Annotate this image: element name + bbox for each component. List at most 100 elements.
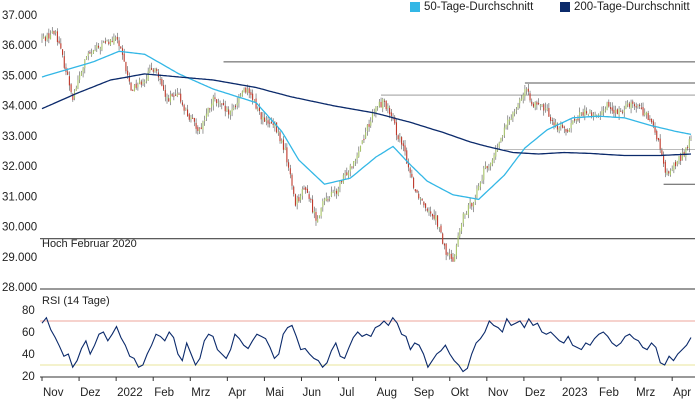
- candle-body: [438, 227, 440, 229]
- candle-body: [413, 177, 415, 188]
- candle-body: [591, 112, 593, 116]
- candle-body: [404, 145, 406, 152]
- candle-body: [507, 119, 509, 126]
- candle-body: [592, 114, 594, 118]
- legend-200: 200-Tage-Durchschnitt: [560, 1, 690, 13]
- candle-body: [44, 37, 46, 41]
- candle-body: [335, 190, 338, 194]
- candle-body: [272, 123, 274, 125]
- candle-body: [541, 104, 543, 106]
- candle-body: [144, 81, 146, 84]
- candle-body: [678, 156, 680, 162]
- candle-body: [248, 88, 250, 94]
- candle-body: [387, 106, 389, 109]
- candle-body: [365, 132, 367, 139]
- candle-body: [493, 155, 495, 161]
- candle-body: [353, 161, 355, 167]
- candle-body: [479, 182, 481, 188]
- candle-body: [313, 211, 315, 214]
- candle-body: [163, 85, 165, 90]
- x-tick-label: Okt: [451, 387, 470, 399]
- candle-body: [282, 139, 284, 150]
- candle-body: [416, 189, 418, 193]
- candle-body: [594, 115, 596, 117]
- candle-body: [166, 97, 168, 99]
- legend-50-label: 50-Tage-Durchschnitt: [424, 1, 534, 13]
- candle-body: [133, 84, 136, 92]
- candle-body: [567, 130, 569, 132]
- candle-body: [229, 110, 231, 115]
- candle-body: [154, 68, 156, 72]
- candle-body: [520, 98, 523, 101]
- candle-body: [382, 98, 384, 109]
- candle-body: [270, 121, 273, 124]
- candle-body: [303, 188, 305, 190]
- candle-body: [288, 162, 290, 168]
- candle-body: [125, 61, 127, 72]
- candle-body: [99, 48, 101, 50]
- candle-body: [517, 104, 519, 109]
- candle-body: [406, 150, 408, 164]
- candle-body: [585, 111, 588, 114]
- candle-body: [222, 103, 225, 106]
- candle-body: [281, 140, 283, 143]
- candle-body: [173, 95, 175, 97]
- candle-body: [623, 109, 625, 113]
- candle-body: [204, 119, 206, 122]
- candle-body: [279, 132, 281, 142]
- legend-50: 50-Tage-Durchschnitt: [410, 1, 533, 13]
- candle-body: [371, 112, 374, 120]
- candle-body: [346, 172, 348, 175]
- candle-body: [616, 109, 618, 115]
- candle-body: [688, 139, 690, 149]
- candle-body: [354, 160, 356, 162]
- candle-body: [618, 108, 620, 116]
- candle-body: [651, 118, 653, 123]
- candle-body: [241, 91, 243, 96]
- legend-50-swatch: [410, 2, 420, 12]
- candle-body: [46, 34, 48, 41]
- candle-body: [399, 137, 401, 139]
- candle-body: [640, 107, 642, 109]
- candle-body: [221, 103, 223, 105]
- x-tick-label: Jun: [302, 387, 321, 399]
- price-tick-label: 29.000: [2, 252, 37, 264]
- candle-body: [632, 101, 634, 104]
- price-tick-label: 31.000: [2, 191, 37, 203]
- candle-body: [604, 108, 606, 111]
- price-axis-labels: 28.000 29.000 30.000 31.000 32.000 33.000 34.0…: [2, 10, 37, 294]
- candle-body: [409, 168, 411, 173]
- candle-body: [454, 254, 456, 262]
- candle-body: [498, 142, 500, 148]
- candle-body: [370, 121, 372, 126]
- candle-body: [132, 89, 134, 91]
- candle-body: [212, 96, 214, 106]
- candle-body: [175, 94, 177, 96]
- x-tick-label: Nov: [488, 387, 509, 399]
- candle-body: [597, 114, 600, 117]
- candle-body: [668, 171, 670, 174]
- price-tick-label: 37.000: [2, 10, 37, 22]
- candle-body: [390, 112, 392, 117]
- candle-body: [478, 186, 480, 191]
- candle-body: [377, 107, 379, 109]
- candle-body: [70, 84, 72, 93]
- candle-body: [659, 138, 661, 150]
- candle-body: [142, 82, 144, 84]
- candle-body: [635, 106, 637, 108]
- candle-body: [226, 108, 228, 111]
- candle-body: [53, 30, 55, 34]
- candle-body: [190, 116, 192, 120]
- x-tick-label: Mrz: [191, 387, 210, 399]
- candle-body: [553, 122, 555, 126]
- rsi-tick-label: 60: [22, 327, 35, 339]
- candle-body: [312, 199, 314, 213]
- candle-body: [587, 114, 589, 116]
- candle-body: [243, 88, 245, 92]
- candle-body: [147, 71, 149, 81]
- candle-body: [524, 89, 526, 97]
- candle-body: [300, 195, 302, 201]
- candle-body: [421, 198, 423, 201]
- candle-body: [236, 102, 238, 106]
- candle-body: [366, 124, 368, 131]
